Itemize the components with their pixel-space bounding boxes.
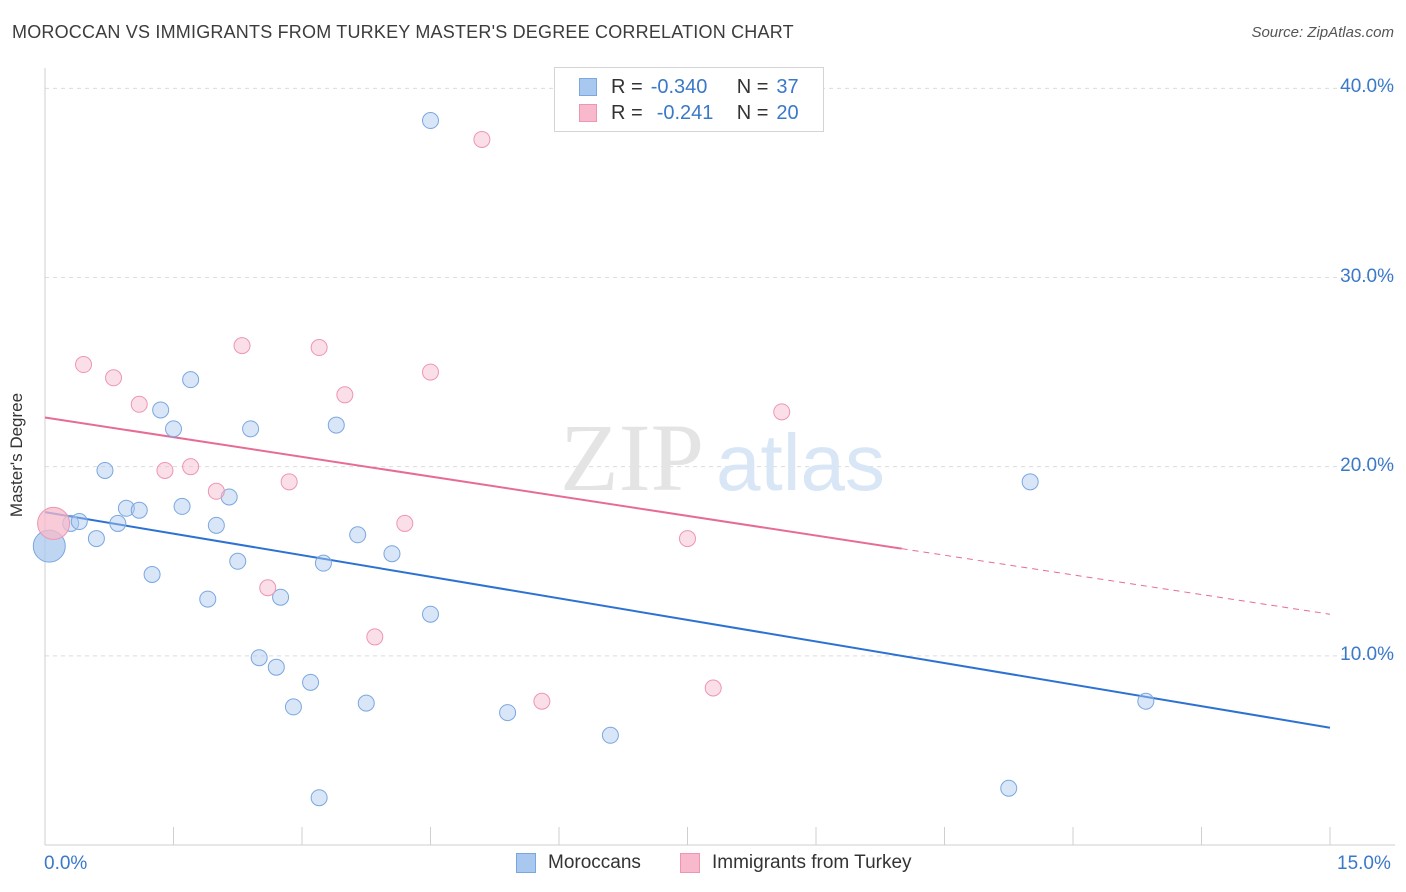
watermark-atlas: atlas <box>716 418 885 507</box>
trendline-turkey <box>44 416 902 550</box>
data-point-moroccans <box>87 530 105 548</box>
axes <box>44 68 1395 846</box>
data-point-turkey <box>533 692 551 710</box>
data-point-turkey <box>233 337 251 355</box>
series-swatch-moroccans <box>516 853 536 873</box>
data-point-turkey <box>422 363 439 381</box>
data-point-moroccans <box>422 605 439 623</box>
data-point-moroccans <box>383 545 401 563</box>
legend-swatch-turkey <box>579 104 597 122</box>
chart-title: MOROCCAN VS IMMIGRANTS FROM TURKEY MASTE… <box>12 22 794 42</box>
legend-r-value: -0.340 <box>650 75 708 98</box>
data-point-moroccans <box>182 371 200 389</box>
data-point-turkey <box>182 458 200 476</box>
data-point-moroccans <box>152 401 170 419</box>
data-point-turkey <box>280 473 298 491</box>
data-point-turkey <box>396 514 414 532</box>
data-point-moroccans <box>220 488 238 506</box>
watermark: ZIP atlas <box>560 404 885 511</box>
data-point-moroccans <box>117 499 135 517</box>
x-tick-label-max: 15.0% <box>1337 853 1391 874</box>
data-point-moroccans <box>130 501 148 519</box>
data-point-moroccans <box>1021 473 1039 491</box>
data-point-moroccans <box>499 704 517 722</box>
data-point-moroccans <box>1000 779 1018 797</box>
data-point-moroccans <box>284 698 302 716</box>
legend-swatch-moroccans <box>579 78 597 96</box>
data-point-moroccans <box>310 789 328 807</box>
series-label-moroccans: Moroccans <box>548 852 641 873</box>
data-point-moroccans <box>165 420 182 438</box>
data-points <box>32 112 1155 807</box>
data-point-moroccans <box>109 514 127 532</box>
y-tick-label: 30.0% <box>1340 265 1394 287</box>
data-point-moroccans <box>242 420 260 438</box>
y-axis-label: Master's Degree <box>7 392 26 518</box>
data-point-moroccans <box>302 673 320 691</box>
y-tick-label: 20.0% <box>1340 454 1394 476</box>
trendline-moroccans <box>44 511 1331 729</box>
legend-r-label: R = <box>611 101 643 124</box>
legend-n-label: N = <box>736 75 769 98</box>
y-tick-label: 40.0% <box>1340 76 1394 98</box>
data-point-moroccans <box>143 566 161 584</box>
data-point-moroccans <box>349 526 367 544</box>
data-point-turkey <box>773 403 791 421</box>
data-point-moroccans <box>357 694 375 712</box>
data-point-turkey <box>105 369 123 387</box>
data-point-moroccans <box>199 590 217 608</box>
data-point-turkey <box>679 530 696 548</box>
legend-row-moroccans: R = -0.340 N = 37 <box>579 75 799 99</box>
series-legend-moroccans: Moroccans <box>516 852 641 874</box>
data-point-moroccans <box>422 112 439 130</box>
data-point-moroccans <box>173 497 191 515</box>
gridlines <box>45 87 1395 657</box>
series-legend-turkey: Immigrants from Turkey <box>680 852 912 874</box>
data-point-turkey <box>366 628 384 646</box>
trendlines <box>44 416 1331 729</box>
data-point-moroccans <box>207 516 225 534</box>
data-point-turkey <box>37 506 71 540</box>
correlation-legend: R = -0.340 N = 37 R = -0.241 N = 20 <box>554 67 824 132</box>
data-point-moroccans <box>70 513 88 531</box>
legend-n-value: 20 <box>776 101 799 124</box>
data-point-moroccans <box>314 554 332 572</box>
data-point-turkey <box>310 339 328 357</box>
legend-r-label: R = <box>611 75 643 98</box>
data-point-moroccans <box>267 658 285 676</box>
data-point-turkey <box>336 386 354 404</box>
series-swatch-turkey <box>680 853 700 873</box>
data-point-moroccans <box>229 552 247 570</box>
data-point-turkey <box>259 579 277 597</box>
data-point-turkey <box>207 482 225 500</box>
x-tick-label-min: 0.0% <box>44 853 88 874</box>
data-point-moroccans <box>601 726 619 744</box>
legend-n-value: 37 <box>776 75 799 98</box>
data-point-turkey <box>130 395 148 413</box>
data-point-moroccans <box>1137 692 1155 710</box>
data-point-turkey <box>156 461 174 479</box>
legend-row-turkey: R = -0.241 N = 20 <box>579 101 799 125</box>
data-point-turkey <box>704 679 722 697</box>
legend-r-value: -0.241 <box>656 101 714 124</box>
source-label: Source: ZipAtlas.com <box>1251 24 1394 41</box>
data-point-moroccans <box>96 461 114 479</box>
data-point-turkey <box>473 130 491 148</box>
data-point-moroccans <box>272 588 290 606</box>
data-point-turkey <box>75 356 93 374</box>
data-point-moroccans <box>250 649 268 667</box>
y-tick-label: 10.0% <box>1340 643 1394 665</box>
series-label-turkey: Immigrants from Turkey <box>712 852 912 873</box>
series-legend: Moroccans Immigrants from Turkey <box>0 852 1406 878</box>
watermark-zip: ZIP <box>560 404 704 511</box>
data-point-moroccans <box>327 416 345 434</box>
trendline-extension <box>901 548 1331 615</box>
legend-n-label: N = <box>736 101 769 124</box>
